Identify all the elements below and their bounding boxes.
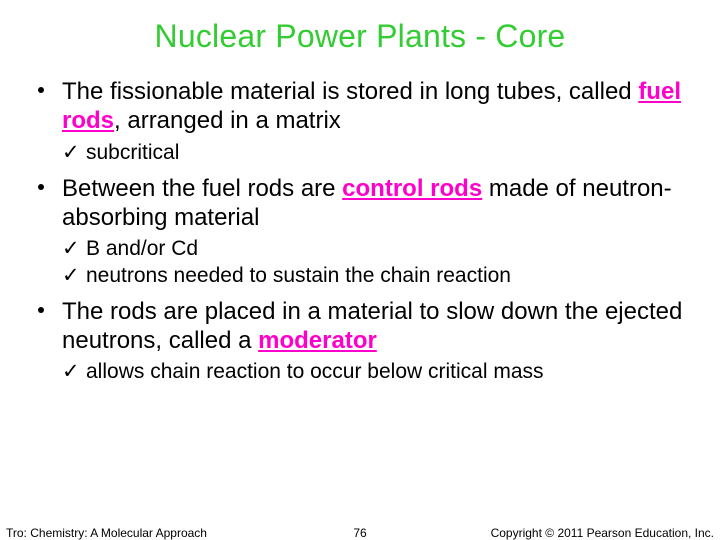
sub-bullet-text: subcritical (86, 141, 179, 164)
sub-bullet: ✓ B and/or Cd (62, 236, 692, 262)
check-icon: ✓ (62, 359, 80, 385)
footer-left: Tro: Chemistry: A Molecular Approach (6, 526, 207, 540)
sub-bullet: ✓ neutrons needed to sustain the chain re… (62, 263, 692, 289)
footer-right: Copyright © 2011 Pearson Education, Inc. (491, 526, 714, 540)
sub-bullet: ✓ allows chain reaction to occur below cr… (62, 359, 692, 385)
main-bullet: The fissionable material is stored in lo… (28, 77, 692, 136)
check-icon: ✓ (62, 236, 80, 262)
sub-list: ✓ subcritical (28, 140, 692, 166)
bullet-dot-icon (38, 307, 44, 313)
main-bullet: Between the fuel rods are control rods m… (28, 174, 692, 233)
keyword: control rods (342, 175, 482, 202)
check-icon: ✓ (62, 263, 80, 289)
slide-container: Nuclear Power Plants - Core The fissiona… (0, 0, 720, 540)
bullet-text-pre: Between the fuel rods are (62, 175, 342, 202)
sub-bullet-text: B and/or Cd (86, 237, 198, 260)
keyword: moderator (258, 327, 377, 354)
bullet-dot-icon (38, 87, 44, 93)
slide-title: Nuclear Power Plants - Core (28, 18, 692, 55)
bullet-dot-icon (38, 184, 44, 190)
main-bullet: The rods are placed in a material to slo… (28, 297, 692, 356)
sub-list: ✓ allows chain reaction to occur below cr… (28, 359, 692, 385)
bullet-text-post: , arranged in a matrix (114, 107, 341, 134)
sub-bullet: ✓ subcritical (62, 140, 692, 166)
sub-bullet-text: allows chain reaction to occur below cri… (86, 360, 544, 383)
bullet-text-pre: The fissionable material is stored in lo… (62, 78, 638, 105)
bullet-list: The fissionable material is stored in lo… (28, 77, 692, 386)
sub-bullet-text: neutrons needed to sustain the chain rea… (86, 264, 511, 287)
footer-center: 76 (353, 526, 366, 540)
check-icon: ✓ (62, 140, 80, 166)
sub-list: ✓ B and/or Cd ✓ neutrons needed to sustain … (28, 236, 692, 289)
